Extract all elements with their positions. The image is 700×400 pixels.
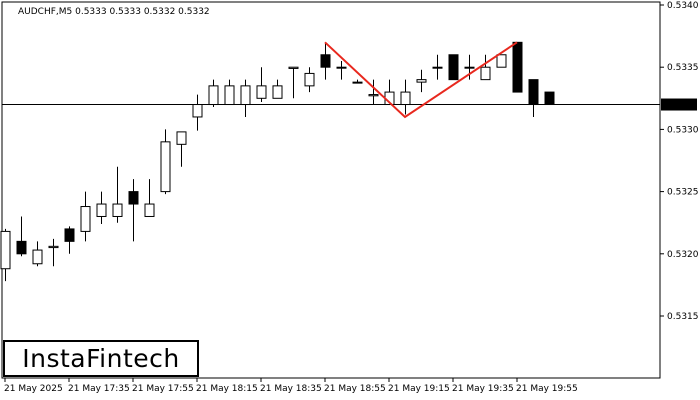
candle (176, 131, 187, 167)
plot-frame (1, 1, 661, 379)
bear-candle-body (528, 79, 539, 106)
x-tick-label: 21 May 18:35 (260, 384, 322, 394)
x-tick-label: 21 May 17:35 (68, 384, 130, 394)
candle (336, 60, 347, 80)
bull-candle-body (272, 85, 283, 99)
candle (448, 54, 459, 81)
candle (48, 238, 59, 267)
x-tick-label: 21 May 19:35 (452, 384, 514, 394)
y-tick-label: 0.5320 (667, 250, 699, 260)
bear-candle-body (512, 41, 523, 93)
candle (288, 66, 299, 99)
bear-candle-body (64, 228, 75, 242)
bull-candle-body (112, 203, 123, 217)
x-tick-label: 21 May 18:15 (196, 384, 258, 394)
candle (304, 67, 315, 93)
candle (496, 54, 507, 68)
current-price-label: 0.5332 (664, 101, 696, 111)
bull-candle-body (496, 54, 507, 68)
instafintech-logo: InstaFintech (3, 340, 199, 377)
bull-candle-body (288, 66, 299, 69)
x-tick-label: 21 May 2025 (4, 384, 63, 394)
candle (368, 79, 379, 105)
time-axis: 21 May 2025 21 May 17:35 21 May 17:55 21 Ma… (4, 378, 578, 394)
bull-candle-body (48, 245, 59, 249)
bull-candle-body (32, 249, 43, 265)
bull-candle-body (208, 85, 219, 106)
candle (160, 129, 171, 195)
y-tick-label: 0.5340 (667, 1, 699, 11)
y-tick-label: 0.5315 (667, 312, 699, 322)
candle (432, 54, 443, 80)
bull-candle-body (464, 66, 475, 69)
x-tick-label: 21 May 17:55 (132, 384, 194, 394)
bull-candle-body (0, 230, 11, 270)
x-tick-label: 21 May 18:55 (324, 384, 386, 394)
bull-candle-body (96, 203, 107, 217)
candle (256, 67, 267, 103)
y-tick-label: 0.5335 (667, 63, 699, 73)
candle (352, 79, 363, 84)
y-tick-label: 0.5330 (667, 125, 699, 135)
candle (144, 179, 155, 217)
bull-candle-body (400, 91, 411, 106)
x-tick-label: 21 May 19:15 (388, 384, 450, 394)
candle (512, 41, 523, 93)
bull-candle-body (144, 203, 155, 217)
logo-text: InstaFintech (22, 344, 180, 373)
double-top-pattern-line (324, 41, 518, 119)
bear-candle-body (448, 54, 459, 81)
bull-candle-body (368, 94, 379, 97)
current-price-tag-bg (661, 98, 697, 111)
chart-title: AUDCHF,M5 0.5333 0.5333 0.5332 0.5332 (18, 7, 210, 17)
y-tick-label: 0.5325 (667, 188, 699, 198)
bull-candle-body (480, 66, 491, 81)
candle (32, 241, 43, 267)
bull-candle-body (224, 85, 235, 106)
bull-candle-body (176, 131, 187, 145)
current-price-tag: 0.5332 (661, 98, 697, 111)
bull-candle-body (304, 72, 315, 87)
candle (16, 216, 27, 257)
candle (416, 69, 427, 93)
candle (80, 191, 91, 242)
bear-candle-body (128, 191, 139, 205)
bull-candle-body (240, 85, 251, 106)
candles-layer (0, 41, 555, 282)
candle (464, 54, 475, 80)
bull-candle-body (432, 66, 443, 69)
candle (272, 79, 283, 99)
candle (0, 228, 11, 282)
bull-candle-body (256, 85, 267, 99)
bull-candle-body (160, 141, 171, 193)
price-axis: 0.5340 0.5335 0.5330 0.5325 0.5320 0.5315 (660, 1, 699, 322)
candle (320, 42, 331, 80)
bear-candle-body (544, 91, 555, 106)
candle (480, 54, 491, 81)
bull-candle-body (336, 66, 347, 69)
candle (96, 191, 107, 224)
candle (112, 166, 123, 223)
bull-candle-body (192, 104, 203, 118)
candle (64, 226, 75, 254)
candle (128, 179, 139, 242)
x-tick-label: 21 May 19:55 (516, 384, 578, 394)
bear-candle-body (320, 54, 331, 68)
bear-candle-body (16, 240, 27, 255)
bull-candle-body (80, 206, 91, 232)
candle (544, 91, 555, 106)
bull-candle-body (416, 79, 427, 83)
bull-candle-body (352, 81, 363, 84)
